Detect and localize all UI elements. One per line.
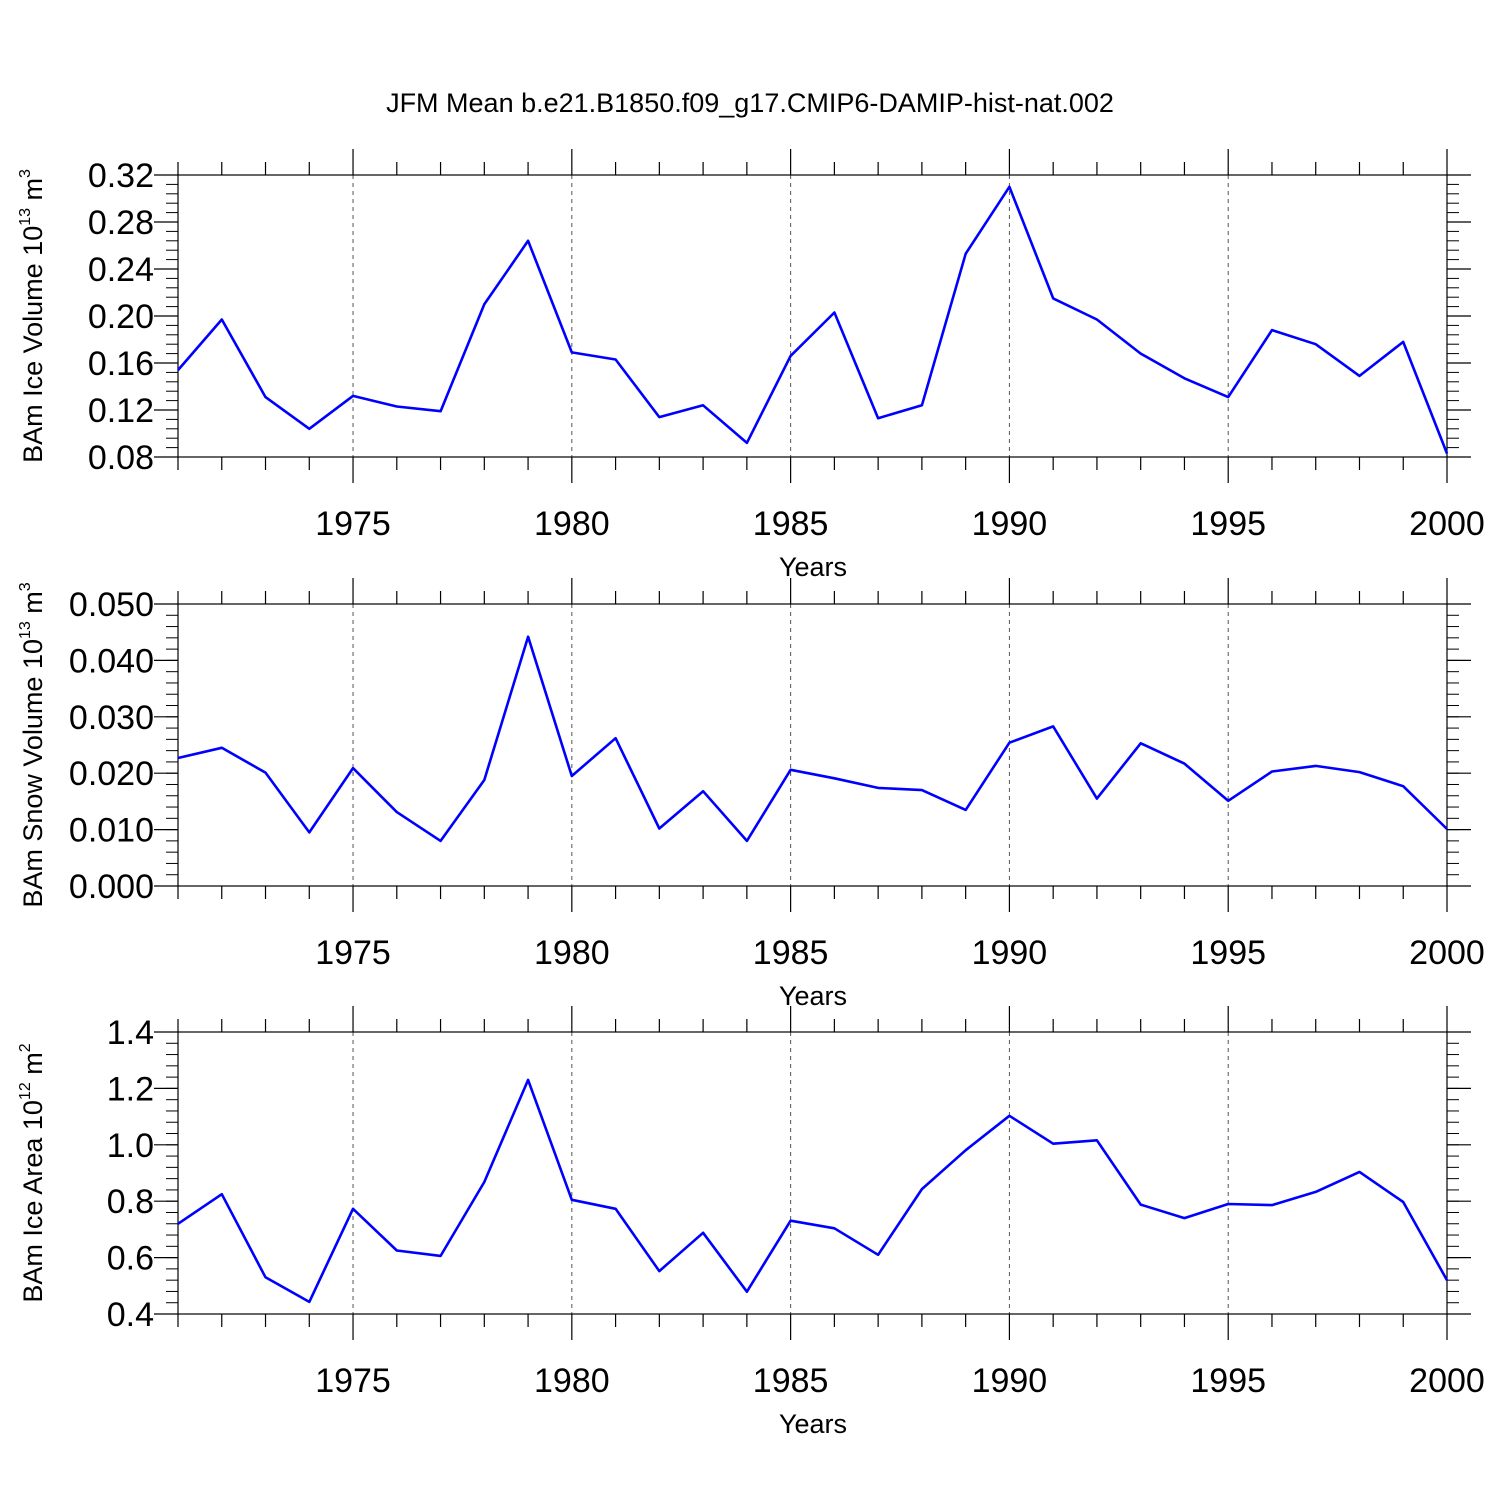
plot-frame (177, 1031, 1448, 1315)
y-axis-title: BAm Ice Volume 1013 m3 (17, 169, 48, 463)
x-tick-label: 1995 (1190, 1362, 1266, 1400)
y-tick-label: 0.000 (69, 868, 154, 906)
x-tick-label: 1990 (972, 934, 1048, 972)
x-tick-label: 2000 (1409, 1362, 1485, 1400)
y-tick-label: 0.08 (88, 439, 154, 477)
y-tick-label: 0.6 (107, 1240, 154, 1278)
y-tick-label: 0.28 (88, 204, 154, 242)
y-tick-label: 1.4 (107, 1014, 154, 1052)
x-tick-label: 1985 (753, 934, 829, 972)
plot-frame (177, 603, 1448, 887)
y-tick-label: 0.32 (88, 157, 154, 195)
y-tick-label: 0.8 (107, 1183, 154, 1221)
y-axis-title: BAm Ice Area 1012 m2 (17, 1043, 48, 1302)
x-tick-label: 1975 (315, 1362, 391, 1400)
panel-1: 0.08 0.12 0.16 0.20 0.24 0.28 0.32 1975 1980 1985… (17, 149, 1485, 582)
series-line (177, 185, 1449, 454)
panel-2: 0.000 0.010 0.020 0.030 0.040 0.050 1975 1980 19… (17, 578, 1485, 1011)
panel-3: 0.4 0.6 0.8 1.0 1.2 1.4 1975 1980 1985 1990 1995 20… (17, 1006, 1485, 1439)
x-tick-label: 1990 (972, 505, 1048, 543)
series-line (177, 1078, 1449, 1304)
figure-title: JFM Mean b.e21.B1850.f09_g17.CMIP6-DAMIP… (386, 88, 1114, 118)
panels: 0.08 0.12 0.16 0.20 0.24 0.28 0.32 1975 1980 1985… (17, 149, 1485, 1439)
series-line (177, 635, 1448, 843)
y-tick-label: 0.030 (69, 699, 154, 737)
x-axis-title: Years (779, 552, 847, 582)
y-tick-label: 1.0 (107, 1127, 154, 1165)
y-tick-label: 0.020 (69, 755, 154, 793)
x-tick-label: 1980 (534, 1362, 610, 1400)
y-tick-label: 0.4 (107, 1296, 154, 1334)
x-tick-label: 1985 (753, 505, 829, 543)
x-axis-title: Years (779, 1409, 847, 1439)
y-tick-label: 0.24 (88, 251, 154, 289)
x-tick-label: 2000 (1409, 505, 1485, 543)
x-tick-label: 1985 (753, 1362, 829, 1400)
y-tick-label: 0.050 (69, 586, 154, 624)
y-tick-label: 0.12 (88, 392, 154, 430)
x-axis-title: Years (779, 981, 847, 1011)
x-tick-label: 2000 (1409, 934, 1485, 972)
x-tick-label: 1980 (534, 505, 610, 543)
plot-frame (177, 174, 1448, 458)
x-tick-label: 1980 (534, 934, 610, 972)
x-tick-label: 1975 (315, 505, 391, 543)
x-tick-label: 1995 (1190, 505, 1266, 543)
y-tick-label: 0.16 (88, 345, 154, 383)
y-tick-label: 0.010 (69, 812, 154, 850)
y-axis-title: BAm Snow Volume 1013 m3 (17, 582, 48, 907)
x-tick-label: 1990 (972, 1362, 1048, 1400)
x-tick-label: 1995 (1190, 934, 1266, 972)
x-tick-label: 1975 (315, 934, 391, 972)
y-tick-label: 0.20 (88, 298, 154, 336)
y-tick-label: 0.040 (69, 642, 154, 680)
y-tick-label: 1.2 (107, 1070, 154, 1108)
